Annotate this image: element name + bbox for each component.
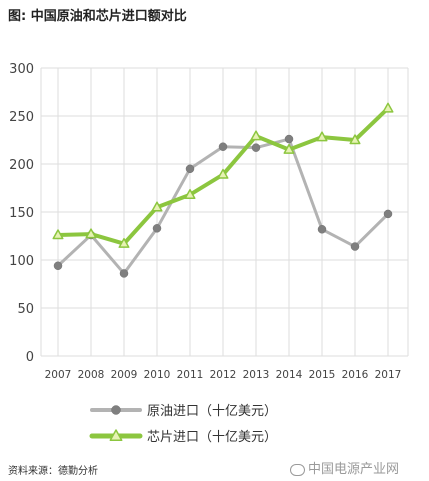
data-point [383, 209, 393, 219]
data-point [251, 143, 261, 152]
data-point [151, 201, 163, 212]
y-tick-label: 300 [9, 62, 34, 77]
data-point [350, 242, 360, 251]
data-point [185, 164, 195, 174]
watermark: 中国电源产业网 [290, 458, 399, 477]
wechat-icon [290, 463, 305, 476]
legend: 原油进口（十亿美元） 芯片进口（十亿美元） [89, 404, 277, 445]
series-lines [52, 102, 394, 278]
y-tick-label: 150 [9, 206, 34, 221]
x-tick-label: 2008 [78, 369, 105, 381]
x-tick-label: 2016 [342, 369, 369, 381]
data-point [152, 224, 162, 233]
legend-marker [111, 405, 121, 415]
y-tick-label: 0 [26, 350, 34, 365]
watermark-text: 中国电源产业网 [308, 462, 400, 477]
legend-marker [109, 429, 123, 441]
y-axis-tick-labels: 0 50 100 150 200 250 300 [9, 62, 34, 365]
source-note: 资料来源：德勤分析 [8, 466, 98, 477]
y-tick-label: 50 [17, 302, 34, 317]
chart-title: 图: 中国原油和芯片进口额对比 [8, 9, 187, 24]
y-tick-label: 200 [9, 158, 34, 173]
x-tick-label: 2009 [111, 369, 138, 381]
data-point [119, 269, 129, 278]
x-tick-label: 2012 [210, 369, 237, 381]
legend-label: 原油进口（十亿美元） [147, 404, 277, 419]
data-point [184, 188, 196, 199]
data-point [382, 102, 394, 113]
data-point [118, 237, 130, 248]
data-point [217, 168, 229, 179]
x-tick-label: 2013 [243, 369, 270, 381]
x-tick-label: 2010 [144, 369, 171, 381]
x-tick-label: 2011 [177, 369, 204, 381]
data-point [53, 261, 63, 271]
data-point [52, 229, 64, 240]
x-tick-label: 2007 [45, 369, 72, 381]
data-point [250, 130, 262, 141]
x-axis-tick-labels: 2007 2008 2009 2010 2011 2012 2013 2014 2015 2016… [45, 369, 402, 381]
x-tick-label: 2015 [309, 369, 336, 381]
y-tick-label: 100 [9, 254, 34, 269]
x-tick-label: 2017 [375, 369, 402, 381]
legend-label: 芯片进口（十亿美元） [147, 430, 277, 445]
data-point [85, 228, 97, 239]
grid-lines [40, 67, 409, 357]
data-point [283, 143, 295, 154]
data-point [317, 225, 327, 234]
data-point [284, 134, 294, 144]
data-point [218, 142, 228, 151]
data-point [349, 134, 361, 145]
y-tick-label: 250 [9, 110, 34, 125]
data-point [316, 131, 328, 142]
x-tick-label: 2014 [276, 369, 303, 381]
